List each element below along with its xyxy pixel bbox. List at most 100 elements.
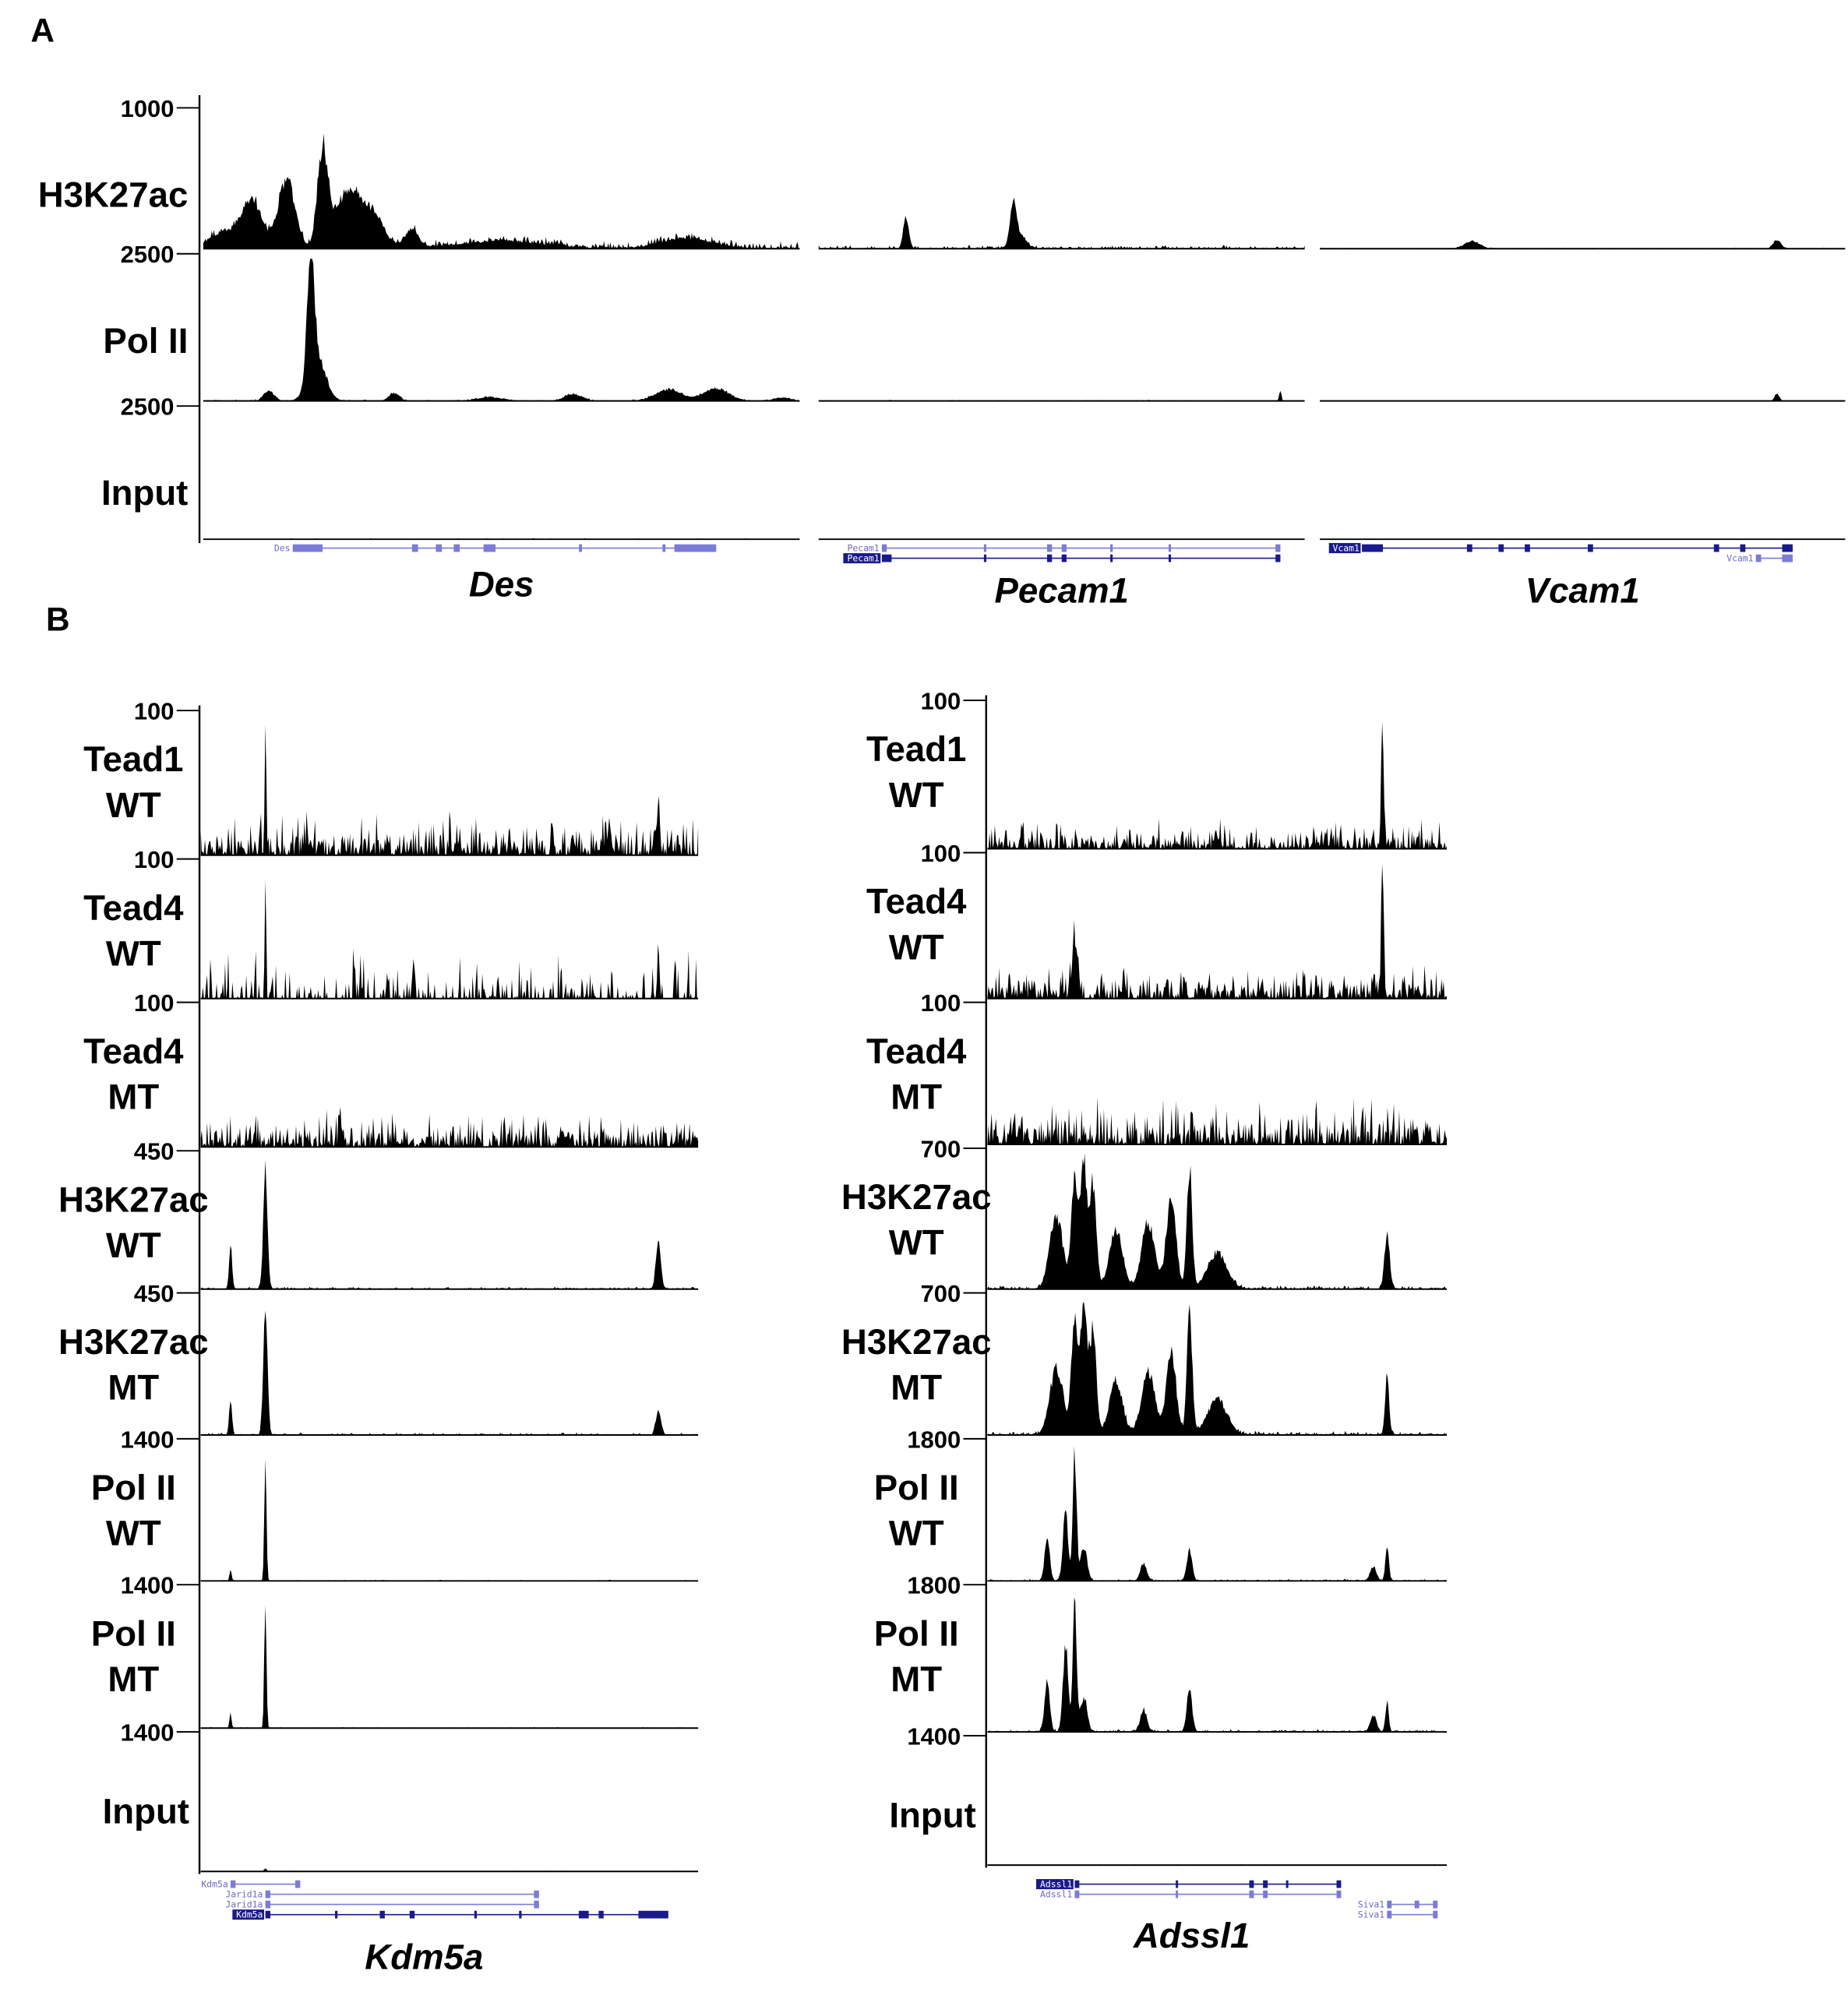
- exon: [474, 1910, 477, 1919]
- scale-label: 1800: [907, 1426, 961, 1453]
- signal-track-kdm5a-polii-wt: [200, 1458, 699, 1581]
- panel-label-a: A: [30, 12, 55, 49]
- gene-model-des: Des: [274, 543, 717, 554]
- signal-track-pecam1-h3k27ac: [818, 197, 1305, 249]
- transcript-label: Kdm5a: [236, 1909, 263, 1920]
- track-label: Pol II: [874, 1468, 959, 1507]
- exon: [519, 1910, 522, 1919]
- track-label: Input: [889, 1795, 975, 1835]
- signal-track-kdm5a-tead4-wt: [200, 879, 699, 999]
- exon: [534, 1890, 539, 1899]
- exon: [1046, 544, 1053, 552]
- gene-name-pecam1: Pecam1: [995, 571, 1129, 611]
- exon: [598, 1910, 604, 1919]
- exon: [983, 554, 987, 562]
- exon: [674, 544, 717, 552]
- track-label: MT: [890, 1367, 942, 1407]
- track-label: H3K27ac: [841, 1177, 992, 1217]
- exon: [265, 1910, 271, 1919]
- signal-track-kdm5a-polii-mt: [200, 1605, 699, 1729]
- scale-label: 450: [134, 1280, 175, 1307]
- track-label: Tead4: [866, 882, 967, 922]
- exon: [1782, 554, 1793, 562]
- exon: [1110, 544, 1113, 552]
- exon: [483, 544, 496, 552]
- panel-label-b: B: [46, 601, 70, 637]
- signal-track-kdm5a-tead4-mt: [200, 1106, 699, 1148]
- exon: [534, 1900, 539, 1909]
- exon: [1414, 1900, 1420, 1909]
- track-label: Pol II: [91, 1613, 176, 1653]
- track-label: Pol II: [103, 321, 188, 361]
- exon: [662, 544, 666, 552]
- exon: [881, 544, 887, 552]
- exon: [1275, 554, 1281, 562]
- gene-name-des: Des: [469, 564, 534, 604]
- signal-track-kdm5a-h3k27ac-mt: [200, 1310, 699, 1436]
- signal-track-adssl1-tead1-wt: [987, 721, 1448, 849]
- scale-label: 1400: [121, 1426, 175, 1453]
- exon: [1176, 1880, 1179, 1888]
- track-label: H3K27ac: [841, 1322, 992, 1362]
- exon: [1110, 554, 1113, 562]
- exon: [1249, 1880, 1254, 1888]
- transcript-label: Siva1: [1358, 1909, 1384, 1920]
- exon: [1263, 1880, 1268, 1888]
- track-label: WT: [889, 1223, 944, 1263]
- scale-label: 100: [921, 989, 961, 1017]
- track-label: H3K27ac: [58, 1322, 209, 1362]
- exon: [1168, 554, 1172, 562]
- transcript-label: Vcam1: [1333, 543, 1360, 554]
- exon: [230, 1880, 236, 1888]
- signal-track-kdm5a-h3k27ac-wt: [200, 1159, 699, 1289]
- exon: [1061, 544, 1067, 552]
- signal-track-adssl1-h3k27ac-mt: [987, 1301, 1448, 1436]
- transcript-label-bg: [1035, 1879, 1074, 1890]
- exon: [1046, 554, 1053, 562]
- scale-label: 450: [134, 1138, 175, 1165]
- scale-label: 2500: [121, 241, 175, 268]
- exon: [1336, 1890, 1342, 1899]
- gene-name-vcam1: Vcam1: [1525, 571, 1640, 611]
- transcript-label: Jarid1a: [225, 1899, 263, 1910]
- track-label: WT: [889, 927, 944, 967]
- track-label: Tead1: [866, 729, 966, 769]
- exon: [1263, 1890, 1268, 1899]
- exon: [1755, 554, 1762, 562]
- track-label: Tead4: [866, 1031, 967, 1071]
- exon: [1061, 554, 1067, 562]
- scale-label: 1400: [121, 1572, 175, 1599]
- scale-label: 100: [921, 687, 961, 714]
- gene-model-vcam1: Vcam1 Vcam1: [1328, 543, 1793, 564]
- scale-label: 1400: [907, 1722, 961, 1750]
- track-label: MT: [108, 1659, 159, 1699]
- track-label: MT: [890, 1659, 942, 1699]
- transcript-label: Des: [274, 543, 291, 554]
- transcript-label: Vcam1: [1726, 553, 1753, 564]
- signal-track-adssl1-h3k27ac-wt: [987, 1153, 1448, 1289]
- scale-label: 1800: [907, 1572, 961, 1599]
- track-label: WT: [106, 785, 161, 825]
- exon: [881, 554, 892, 562]
- exon: [1336, 1880, 1342, 1888]
- track-label: Input: [101, 473, 188, 513]
- scale-label: 700: [921, 1135, 961, 1162]
- track-label: Tead1: [83, 739, 183, 779]
- track-label: WT: [106, 933, 161, 973]
- track-label: WT: [106, 1514, 161, 1553]
- track-label: H3K27ac: [58, 1179, 209, 1219]
- transcript-label: Pecam1: [847, 553, 879, 564]
- transcript-label: Adssl1: [1040, 1879, 1072, 1890]
- gene-name-kdm5a: Kdm5a: [365, 1937, 483, 1977]
- exon: [1168, 544, 1172, 552]
- signal-track-pecam1-polii: [818, 390, 1305, 401]
- track-label: Tead4: [83, 888, 184, 928]
- exon: [1387, 1910, 1392, 1919]
- scale-label: 100: [134, 697, 175, 725]
- exon: [436, 544, 443, 552]
- signal-track-des-polii: [203, 259, 800, 401]
- scale-label: 700: [921, 1280, 961, 1307]
